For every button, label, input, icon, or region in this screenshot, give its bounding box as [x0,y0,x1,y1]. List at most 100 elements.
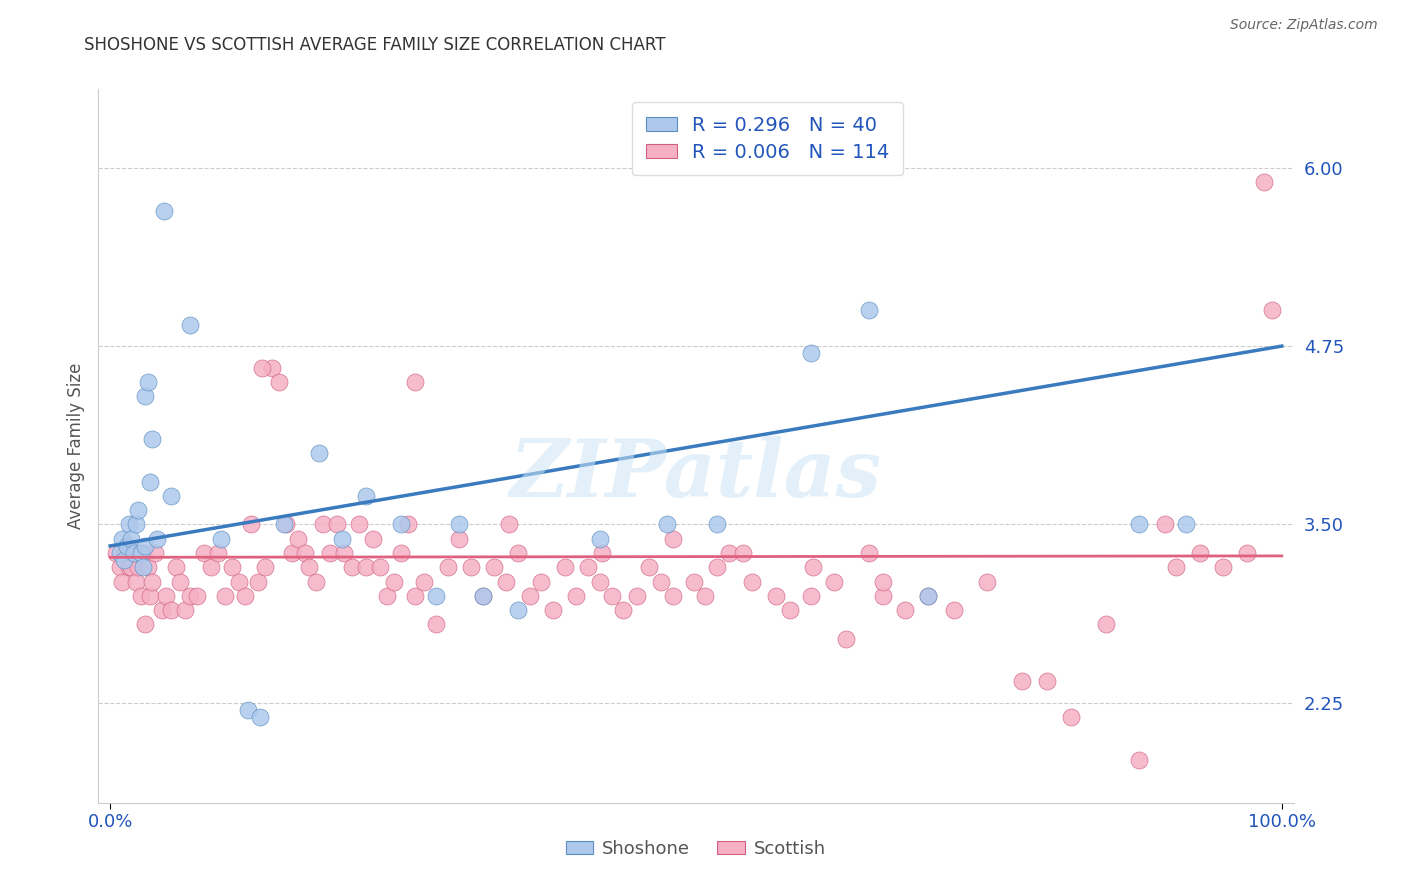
Point [155,589,177,603]
Point [134,389,156,403]
Point [917,589,939,603]
Point [425,589,447,603]
Point [221,560,243,574]
Point [122,546,145,560]
Point [347,517,370,532]
Point [591,546,613,560]
Point [731,546,754,560]
Point [1188,546,1211,560]
Point [127,560,149,574]
Point [506,546,529,560]
Point [129,589,152,603]
Point [134,539,156,553]
Point [249,710,271,724]
Point [267,375,290,389]
Point [333,546,356,560]
Point [835,632,858,646]
Point [389,517,412,532]
Point [706,560,728,574]
Point [228,574,250,589]
Point [484,560,506,574]
Point [800,346,823,360]
Point [1212,560,1234,574]
Point [160,603,183,617]
Text: SHOSHONE VS SCOTTISH AVERAGE FAMILY SIZE CORRELATION CHART: SHOSHONE VS SCOTTISH AVERAGE FAMILY SIZE… [84,36,666,54]
Point [125,517,148,532]
Point [389,546,412,560]
Point [872,589,894,603]
Point [554,560,576,574]
Text: Source: ZipAtlas.com: Source: ZipAtlas.com [1230,18,1378,32]
Point [134,617,156,632]
Point [169,574,191,589]
Point [139,589,162,603]
Point [375,589,398,603]
Point [298,560,321,574]
Point [600,589,623,603]
Point [132,560,155,574]
Point [354,560,377,574]
Point [650,574,672,589]
Point [661,532,683,546]
Point [308,446,330,460]
Point [361,532,384,546]
Point [319,546,342,560]
Point [281,546,304,560]
Point [273,517,295,532]
Point [436,560,458,574]
Point [305,574,328,589]
Point [118,560,141,574]
Point [141,574,163,589]
Point [460,560,482,574]
Point [146,532,169,546]
Point [312,517,335,532]
Point [382,574,405,589]
Point [340,560,363,574]
Point [717,546,740,560]
Point [801,560,824,574]
Point [260,360,283,375]
Point [449,532,471,546]
Point [111,574,134,589]
Point [495,574,517,589]
Point [150,603,173,617]
Point [530,574,553,589]
Text: ZIPatlas: ZIPatlas [510,436,882,513]
Point [143,546,166,560]
Point [976,574,998,589]
Point [118,517,141,532]
Point [246,574,269,589]
Point [1011,674,1033,689]
Point [404,589,426,603]
Point [233,589,256,603]
Point [1166,560,1188,574]
Point [682,574,704,589]
Point [917,589,939,603]
Point [294,546,316,560]
Point [541,603,564,617]
Point [132,546,155,560]
Point [655,517,678,532]
Point [111,532,134,546]
Point [253,560,276,574]
Point [1153,517,1175,532]
Point [179,589,201,603]
Point [661,589,683,603]
Point [122,546,145,560]
Point [1128,517,1150,532]
Point [136,375,159,389]
Point [139,475,162,489]
Point [404,375,426,389]
Y-axis label: Average Family Size: Average Family Size [66,363,84,529]
Point [105,546,128,560]
Point [1060,710,1083,724]
Point [112,553,135,567]
Point [179,318,201,332]
Point [125,574,148,589]
Point [1095,617,1118,632]
Point [396,517,419,532]
Point [239,517,262,532]
Point [519,589,541,603]
Point [893,603,915,617]
Point [153,203,176,218]
